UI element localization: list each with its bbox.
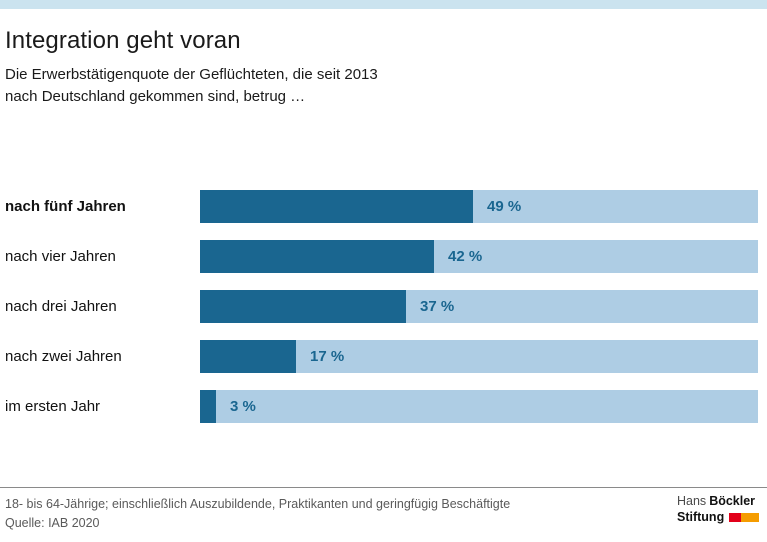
footer-divider [0,487,767,488]
bar-fill [200,290,406,323]
logo-swatch-icon [729,512,760,522]
bar-category-label: nach vier Jahren [5,248,116,265]
logo-swatch-orange [741,512,760,522]
footer-note-line-2: Quelle: IAB 2020 [5,516,100,530]
subtitle-line-1: Die Erwerbstätigenquote der Geflüchteten… [5,66,378,83]
logo-line-2: Stiftung [677,510,761,524]
subtitle-line-2: nach Deutschland gekommen sind, betrug … [5,88,306,105]
bar-row: im ersten Jahr 3 % [0,390,767,423]
bar-category-label: im ersten Jahr [5,398,101,415]
bar-value-label: 17 % [310,348,345,365]
logo-word-hans: Hans [677,494,707,508]
bar-track: 49 % [200,190,758,223]
logo-swatch-red [729,512,742,522]
bar-category-label: nach zwei Jahren [5,348,122,365]
footer-note: 18- bis 64-Jährige; einschließlich Auszu… [5,495,605,533]
bar-value-label: 49 % [487,198,522,215]
bar-row: nach vier Jahren 42 % [0,240,767,273]
hans-boeckler-stiftung-logo: Hans Böckler Stiftung [677,494,761,524]
bar-fill [200,340,296,373]
top-accent-band [0,0,767,9]
bar-chart: nach fünf Jahren 49 % nach vier Jahren 42 %… [0,190,767,430]
bar-category-label: nach fünf Jahren [5,198,126,215]
bar-row: nach fünf Jahren 49 % [0,190,767,223]
bar-value-label: 37 % [420,298,455,315]
bar-track: 3 % [200,390,758,423]
bar-fill [200,390,216,423]
bar-track: 17 % [200,340,758,373]
bar-fill [200,240,434,273]
bar-row: nach drei Jahren 37 % [0,290,767,323]
bar-fill [200,190,473,223]
header: Integration geht voran Die Erwerbstätige… [5,26,705,108]
page-subtitle: Die Erwerbstätigenquote der Geflüchteten… [5,64,705,108]
logo-line-1: Hans Böckler [677,494,761,508]
bar-track: 42 % [200,240,758,273]
page-title: Integration geht voran [5,27,241,54]
bar-track: 37 % [200,290,758,323]
bar-value-label: 42 % [448,248,483,265]
logo-word-boeckler: Böckler [709,494,756,508]
footer-note-line-1: 18- bis 64-Jährige; einschließlich Auszu… [5,497,511,511]
logo-word-stiftung: Stiftung [677,510,725,524]
bar-row: nach zwei Jahren 17 % [0,340,767,373]
bar-value-label: 3 % [230,398,256,415]
bar-category-label: nach drei Jahren [5,298,117,315]
